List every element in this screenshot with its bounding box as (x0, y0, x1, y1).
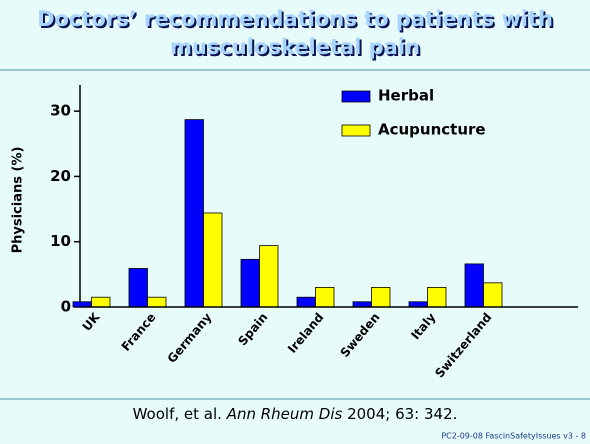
y-axis-label: Physicians (%) (11, 147, 26, 254)
bar (464, 263, 484, 308)
legend-swatch (341, 90, 371, 103)
footer: PC2-09-08 FascinSafetyIssues v3 - 8 (441, 432, 586, 441)
y-tick-label: 0 (61, 298, 71, 316)
legend-swatch (341, 124, 371, 137)
citation-journal: Ann Rheum Dis (226, 405, 343, 423)
y-tick-label: 10 (50, 232, 71, 250)
title-shadow: Doctors’ recommendations to patients wit… (39, 9, 555, 33)
bar (483, 282, 503, 308)
bar (72, 301, 92, 308)
bar (203, 212, 223, 308)
title-shadow: musculoskeletal pain (172, 37, 422, 61)
bar (147, 296, 167, 308)
y-tick-label: 20 (50, 167, 71, 185)
legend-label: Acupuncture (378, 121, 486, 139)
bar (259, 245, 279, 308)
title: Doctors’ recommendations to patients wit… (37, 7, 553, 31)
bar (240, 258, 260, 308)
legend-label: Herbal (378, 87, 434, 105)
title: musculoskeletal pain (170, 35, 420, 59)
bar (296, 296, 316, 308)
citation: Woolf, et al. Ann Rheum Dis 2004; 63: 34… (133, 405, 458, 423)
bar (184, 119, 204, 308)
bar (128, 268, 148, 308)
bar (427, 287, 447, 308)
bar (408, 301, 428, 308)
y-tick-label: 30 (50, 102, 71, 120)
bar (91, 296, 111, 308)
citation-part: 2004; 63: 342. (342, 405, 457, 423)
bar (352, 301, 372, 308)
bar (315, 287, 335, 308)
citation-part: Woolf, et al. (133, 405, 227, 423)
bar (371, 287, 391, 308)
